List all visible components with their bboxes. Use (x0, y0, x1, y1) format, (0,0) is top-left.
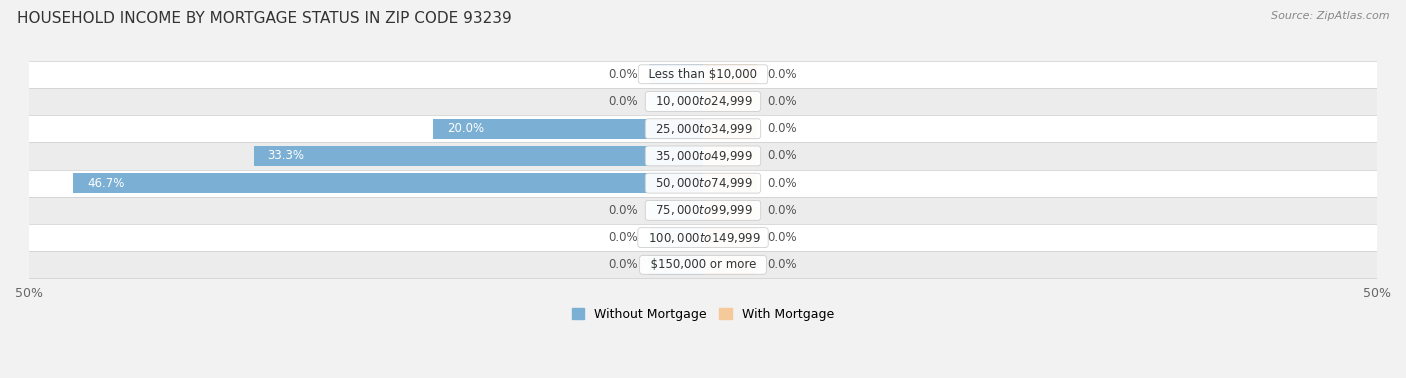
Text: $75,000 to $99,999: $75,000 to $99,999 (648, 203, 758, 217)
Text: $100,000 to $149,999: $100,000 to $149,999 (641, 231, 765, 245)
Text: 0.0%: 0.0% (609, 231, 638, 244)
Bar (30, 143, 1376, 170)
Bar (703, 255, 756, 275)
Bar (30, 224, 1376, 251)
Bar (650, 255, 703, 275)
Text: 0.0%: 0.0% (768, 204, 797, 217)
Bar (30, 60, 1376, 88)
Text: 0.0%: 0.0% (768, 177, 797, 190)
Bar (650, 228, 703, 248)
Text: 20.0%: 20.0% (447, 122, 484, 135)
Text: 0.0%: 0.0% (609, 204, 638, 217)
Bar (703, 174, 756, 193)
Text: Less than $10,000: Less than $10,000 (641, 68, 765, 81)
Bar (703, 92, 756, 111)
Text: 0.0%: 0.0% (609, 258, 638, 271)
Text: 0.0%: 0.0% (768, 95, 797, 108)
Text: HOUSEHOLD INCOME BY MORTGAGE STATUS IN ZIP CODE 93239: HOUSEHOLD INCOME BY MORTGAGE STATUS IN Z… (17, 11, 512, 26)
Bar (433, 119, 703, 138)
Text: 0.0%: 0.0% (768, 122, 797, 135)
Text: $25,000 to $34,999: $25,000 to $34,999 (648, 122, 758, 136)
Bar (703, 146, 756, 166)
Bar (703, 228, 756, 248)
Text: 46.7%: 46.7% (87, 177, 124, 190)
Text: $35,000 to $49,999: $35,000 to $49,999 (648, 149, 758, 163)
Bar (254, 146, 703, 166)
Text: 0.0%: 0.0% (768, 149, 797, 163)
Bar (30, 88, 1376, 115)
Text: 0.0%: 0.0% (768, 68, 797, 81)
Bar (703, 65, 756, 84)
Bar (30, 170, 1376, 197)
Text: $10,000 to $24,999: $10,000 to $24,999 (648, 94, 758, 108)
Bar (703, 119, 756, 138)
Text: $150,000 or more: $150,000 or more (643, 258, 763, 271)
Text: $50,000 to $74,999: $50,000 to $74,999 (648, 176, 758, 190)
Bar (30, 115, 1376, 143)
Bar (650, 92, 703, 111)
Text: Source: ZipAtlas.com: Source: ZipAtlas.com (1271, 11, 1389, 21)
Text: 0.0%: 0.0% (609, 95, 638, 108)
Bar (650, 65, 703, 84)
Bar (650, 201, 703, 220)
Bar (703, 201, 756, 220)
Legend: Without Mortgage, With Mortgage: Without Mortgage, With Mortgage (567, 303, 839, 326)
Bar (30, 197, 1376, 224)
Bar (30, 251, 1376, 279)
Text: 0.0%: 0.0% (609, 68, 638, 81)
Text: 33.3%: 33.3% (267, 149, 305, 163)
Bar (73, 174, 703, 193)
Text: 0.0%: 0.0% (768, 258, 797, 271)
Text: 0.0%: 0.0% (768, 231, 797, 244)
